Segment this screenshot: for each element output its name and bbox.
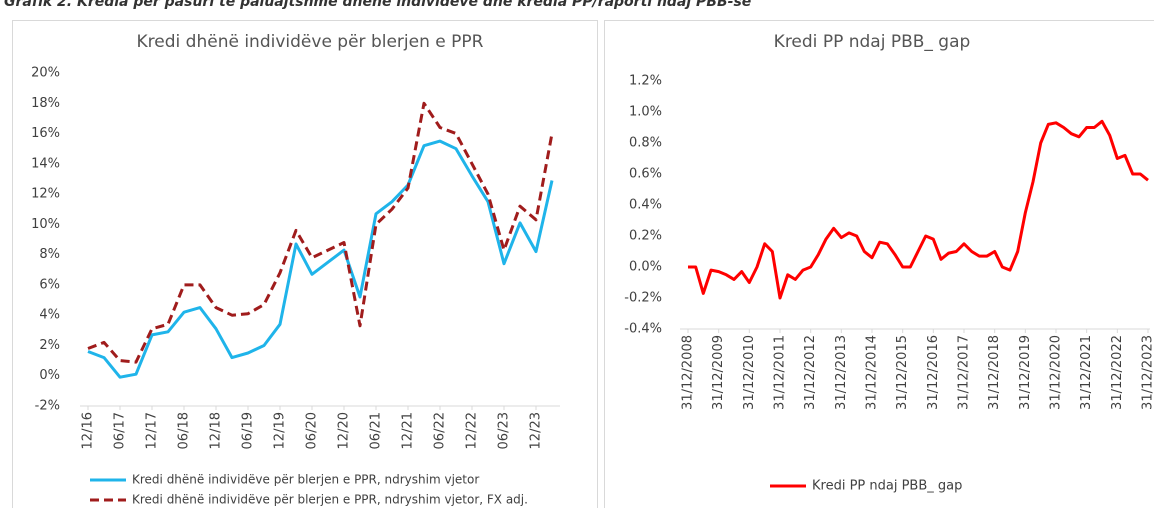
x-tick-label: 12/20 bbox=[337, 412, 352, 449]
y-tick-label: 14% bbox=[31, 156, 60, 171]
y-tick-label: -0.4% bbox=[624, 322, 662, 337]
x-tick-label: 31/12/2020 bbox=[1049, 335, 1064, 410]
x-tick-label: 31/12/2008 bbox=[681, 335, 696, 410]
series-line bbox=[87, 101, 554, 364]
x-tick-label: 06/23 bbox=[497, 412, 512, 449]
y-tick-label: 0.4% bbox=[629, 198, 662, 213]
y-tick-label: -0.2% bbox=[624, 291, 662, 306]
x-tick-label: 31/12/2014 bbox=[865, 335, 880, 410]
y-tick-label: 6% bbox=[39, 277, 60, 292]
x-tick-label: 12/21 bbox=[401, 412, 416, 449]
x-tick-label: 31/12/2017 bbox=[957, 335, 972, 410]
x-tick-label: 12/18 bbox=[209, 412, 224, 449]
y-tick-label: 1.0% bbox=[629, 105, 662, 120]
x-tick-label: 31/12/2018 bbox=[987, 335, 1002, 410]
x-tick-label: 31/12/2021 bbox=[1079, 335, 1094, 410]
x-tick-label: 06/19 bbox=[241, 412, 256, 449]
y-tick-label: 20% bbox=[31, 66, 60, 81]
y-tick-label: -2% bbox=[35, 399, 60, 414]
y-tick-label: 0.6% bbox=[629, 167, 662, 182]
y-tick-label: 0% bbox=[39, 368, 60, 383]
y-tick-label: 4% bbox=[39, 308, 60, 323]
panel-frame bbox=[12, 20, 598, 508]
x-tick-label: 31/12/2016 bbox=[926, 335, 941, 410]
x-tick-label: 12/22 bbox=[465, 412, 480, 449]
x-tick-label: 06/18 bbox=[177, 412, 192, 449]
chart-title: Kredi PP ndaj PBB_ gap bbox=[774, 32, 971, 52]
legend-label: Kredi dhënë individëve për blerjen e PPR… bbox=[132, 473, 479, 487]
x-tick-label: 06/22 bbox=[433, 412, 448, 449]
x-tick-label: 31/12/2009 bbox=[711, 335, 726, 410]
x-tick-label: 12/19 bbox=[273, 412, 288, 449]
y-tick-label: 1.2% bbox=[629, 74, 662, 89]
x-tick-label: 31/12/2010 bbox=[742, 335, 757, 410]
y-tick-label: 0.8% bbox=[629, 136, 662, 151]
y-tick-label: 0.0% bbox=[629, 260, 662, 275]
y-tick-label: 16% bbox=[31, 126, 60, 141]
x-tick-label: 31/12/2015 bbox=[895, 335, 910, 410]
x-tick-label: 31/12/2019 bbox=[1018, 335, 1033, 410]
series-line bbox=[688, 119, 1149, 300]
series-line bbox=[87, 139, 554, 379]
y-tick-label: 12% bbox=[31, 187, 60, 202]
caption: Grafik 2. Kredia për pasuri të paluajtsh… bbox=[4, 0, 751, 10]
x-tick-label: 06/20 bbox=[305, 412, 320, 449]
x-tick-label: 06/21 bbox=[369, 412, 384, 449]
legend-label: Kredi dhënë individëve për blerjen e PPR… bbox=[132, 493, 528, 507]
x-tick-label: 12/23 bbox=[529, 412, 544, 449]
x-tick-label: 06/17 bbox=[113, 412, 128, 449]
y-tick-label: 18% bbox=[31, 96, 60, 111]
y-tick-label: 10% bbox=[31, 217, 60, 232]
x-tick-label: 12/16 bbox=[81, 412, 96, 449]
chart-title: Kredi dhënë individëve për blerjen e PPR bbox=[137, 32, 484, 52]
x-tick-label: 31/12/2013 bbox=[834, 335, 849, 410]
y-tick-label: 0.2% bbox=[629, 229, 662, 244]
legend-label: Kredi PP ndaj PBB_ gap bbox=[812, 479, 962, 494]
panel-frame bbox=[604, 20, 1154, 508]
x-tick-label: 31/12/2011 bbox=[773, 335, 788, 410]
y-tick-label: 8% bbox=[39, 247, 60, 262]
x-tick-label: 31/12/2012 bbox=[803, 335, 818, 410]
y-tick-label: 2% bbox=[39, 338, 60, 353]
x-tick-label: 31/12/2023 bbox=[1141, 335, 1154, 410]
x-tick-label: 12/17 bbox=[145, 412, 160, 449]
x-tick-label: 31/12/2022 bbox=[1110, 335, 1125, 410]
